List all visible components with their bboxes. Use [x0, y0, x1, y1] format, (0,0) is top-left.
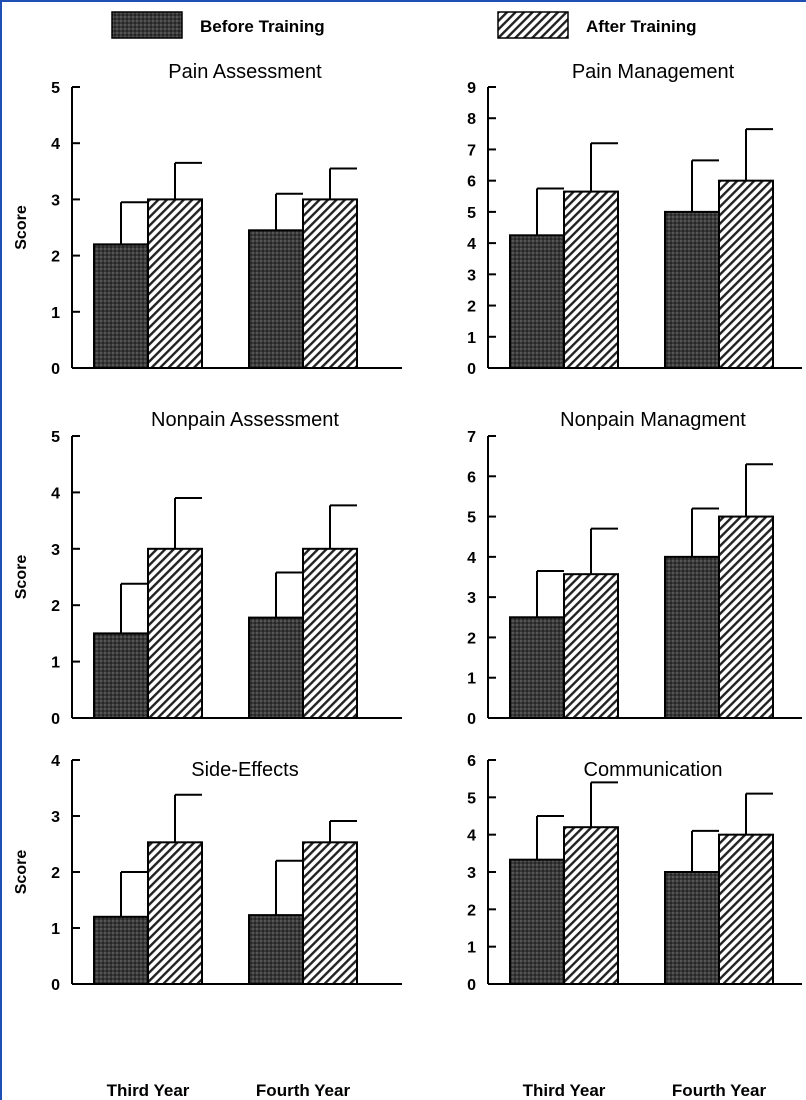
y-tick-label: 1: [51, 305, 60, 322]
y-tick-label: 3: [51, 192, 60, 209]
y-tick-label: 5: [467, 790, 476, 807]
bar-before-training: [93, 243, 149, 369]
y-tick-label: 5: [51, 80, 60, 97]
panel-pain-assessment: Pain Assessment Score 0 1 2 3 4 5: [13, 61, 402, 378]
y-tick-label: 8: [467, 111, 476, 128]
x-category-label: Fourth Year: [256, 1081, 351, 1100]
bar-after-training: [718, 179, 774, 369]
y-tick-label: 3: [51, 542, 60, 559]
y-tick-label: 4: [467, 828, 476, 845]
chart-title: Nonpain Managment: [560, 409, 746, 431]
bar-after-training: [718, 833, 774, 986]
y-tick-label: 1: [467, 671, 476, 688]
y-tick-label: 7: [467, 429, 476, 446]
x-category-label: Fourth Year: [672, 1081, 767, 1100]
bar-before-training: [664, 871, 720, 985]
y-tick-label: 3: [51, 809, 60, 826]
y-tick-label: 0: [467, 711, 476, 728]
bar-before-training: [248, 914, 304, 985]
y-tick-label: 2: [51, 598, 60, 615]
y-axis-label: Score: [13, 205, 30, 250]
bar-after-training: [147, 547, 203, 719]
y-axis-label: Score: [13, 850, 30, 895]
legend-after-swatch: [497, 11, 569, 39]
y-tick-label: 1: [467, 330, 476, 347]
y-tick-label: 0: [467, 977, 476, 994]
y-tick-label: 6: [467, 753, 476, 770]
bar-after-training: [302, 841, 358, 985]
bar-before-training: [248, 616, 304, 719]
y-tick-label: 5: [467, 510, 476, 527]
y-tick-label: 4: [51, 753, 60, 770]
y-tick-label: 5: [51, 429, 60, 446]
panel-pain-management: Pain Management 0 1 2 3 4 5 6 7 8 9: [467, 61, 802, 378]
y-tick-label: 7: [467, 142, 476, 159]
bar-before-training: [93, 915, 149, 985]
x-category-label: Third Year: [523, 1081, 606, 1100]
y-tick-label: 0: [51, 361, 60, 378]
y-tick-label: 1: [51, 921, 60, 938]
panel-communication: Communication 0 1 2 3 4 5 6 Third Year Fourth Yea…: [467, 753, 802, 1100]
chart-title: Side-Effects: [191, 759, 298, 781]
bar-before-training: [664, 210, 720, 369]
y-tick-label: 0: [51, 977, 60, 994]
y-tick-label: 2: [51, 249, 60, 266]
bar-before-training: [93, 632, 149, 720]
x-category-label: Third Year: [107, 1081, 190, 1100]
y-tick-label: 4: [467, 550, 476, 567]
bar-after-training: [147, 198, 203, 369]
bar-after-training: [147, 841, 203, 985]
y-tick-label: 2: [467, 299, 476, 316]
bar-before-training: [509, 234, 565, 369]
legend-after-label: After Training: [586, 17, 697, 36]
legend: Before Training After Training: [111, 11, 697, 39]
y-tick-label: 5: [467, 205, 476, 222]
y-tick-label: 3: [467, 267, 476, 284]
y-tick-label: 6: [467, 174, 476, 191]
y-tick-label: 2: [51, 865, 60, 882]
chart-title: Pain Management: [572, 61, 735, 83]
bar-before-training: [509, 616, 565, 719]
y-tick-label: 0: [467, 361, 476, 378]
y-tick-label: 2: [467, 902, 476, 919]
bar-after-training: [563, 573, 619, 719]
y-tick-label: 6: [467, 469, 476, 486]
panel-nonpain-management: Nonpain Managment 0 1 2 3 4 5 6 7: [467, 409, 802, 728]
y-tick-label: 4: [467, 236, 476, 253]
legend-before-swatch: [111, 11, 183, 39]
bar-after-training: [563, 190, 619, 369]
y-tick-label: 0: [51, 711, 60, 728]
bar-after-training: [563, 826, 619, 986]
chart-title: Pain Assessment: [168, 61, 322, 83]
bar-after-training: [718, 515, 774, 719]
y-tick-label: 9: [467, 80, 476, 97]
y-tick-label: 3: [467, 865, 476, 882]
panel-side-effects: Side-Effects Score 0 1 2 3 4 Third Year Fourth Y…: [13, 753, 402, 1100]
y-tick-label: 1: [467, 940, 476, 957]
bar-after-training: [302, 547, 358, 719]
y-tick-label: 3: [467, 590, 476, 607]
bar-before-training: [248, 229, 304, 369]
y-tick-label: 1: [51, 655, 60, 672]
legend-before-label: Before Training: [200, 17, 325, 36]
chart-title: Communication: [584, 759, 723, 781]
y-tick-label: 2: [467, 630, 476, 647]
panel-nonpain-assessment: Nonpain Assessment Score 0 1 2 3 4 5: [13, 409, 402, 728]
chart-title: Nonpain Assessment: [151, 409, 339, 431]
bar-before-training: [509, 858, 565, 985]
bar-after-training: [302, 198, 358, 369]
y-tick-label: 4: [51, 485, 60, 502]
bar-before-training: [664, 555, 720, 719]
y-tick-label: 4: [51, 136, 60, 153]
y-axis-label: Score: [13, 555, 30, 600]
